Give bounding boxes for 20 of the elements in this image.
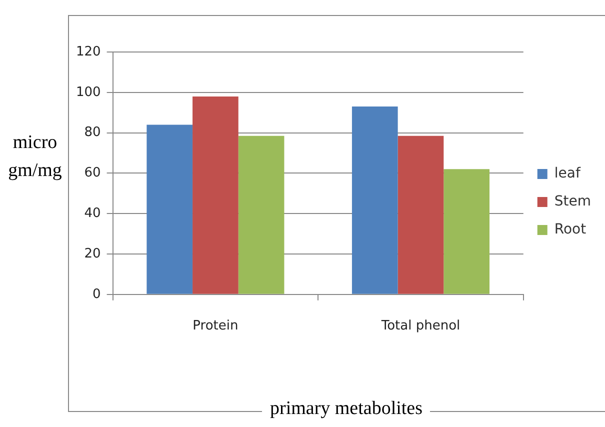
- bar: [192, 96, 238, 294]
- bar: [238, 136, 284, 294]
- y-tick-label: 0: [92, 286, 101, 302]
- bar: [146, 124, 193, 294]
- legend-label: Stem: [554, 194, 592, 210]
- x-tick-label: Protein: [192, 318, 238, 334]
- bar: [398, 136, 444, 294]
- x-tick-label: Total phenol: [380, 318, 460, 334]
- bar: [444, 169, 490, 294]
- bar: [352, 106, 398, 294]
- y-tick-label: 120: [76, 44, 101, 60]
- x-axis-title: primary metabolites: [262, 398, 430, 420]
- y-tick-label: 100: [76, 84, 101, 100]
- legend-label: leaf: [554, 166, 582, 182]
- y-tick-label: 60: [84, 166, 101, 181]
- y-tick-label: 40: [84, 206, 101, 221]
- y-axis-title: micro gm/mg: [2, 125, 68, 189]
- legend-label: Root: [554, 222, 587, 238]
- y-tick-label: 20: [84, 246, 101, 262]
- y-tick-label: 80: [84, 125, 101, 140]
